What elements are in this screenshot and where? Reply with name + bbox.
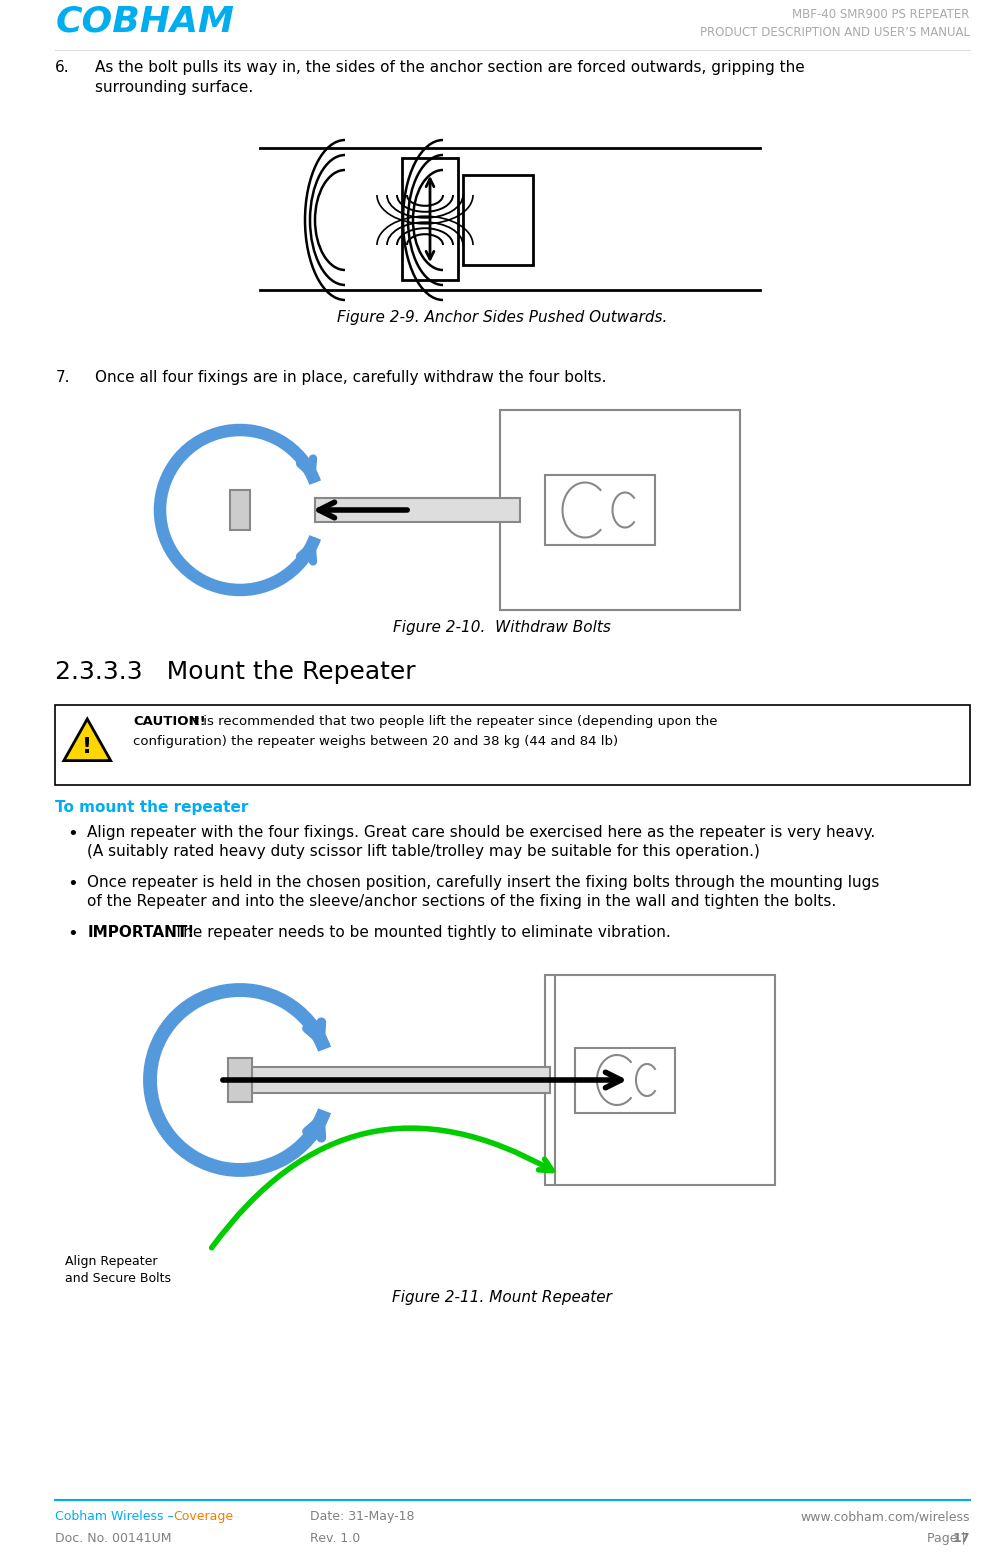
Text: Doc. No. 00141UM: Doc. No. 00141UM <box>55 1532 172 1545</box>
Text: 6.: 6. <box>55 59 70 75</box>
Bar <box>250 1067 550 1093</box>
FancyArrowPatch shape <box>212 1128 552 1248</box>
Text: www.cobham.com/wireless: www.cobham.com/wireless <box>800 1510 970 1523</box>
Bar <box>402 158 458 280</box>
Text: PRODUCT DESCRIPTION AND USER’S MANUAL: PRODUCT DESCRIPTION AND USER’S MANUAL <box>699 27 970 39</box>
Text: IMPORTANT!: IMPORTANT! <box>87 925 195 940</box>
Bar <box>545 975 775 1186</box>
Text: MBF-40 SMR900 PS REPEATER: MBF-40 SMR900 PS REPEATER <box>793 8 970 20</box>
Text: It is recommended that two people lift the repeater since (depending upon the: It is recommended that two people lift t… <box>190 715 718 728</box>
Bar <box>500 409 740 611</box>
Text: Coverage: Coverage <box>173 1510 233 1523</box>
Text: 2.3.3.3   Mount the Repeater: 2.3.3.3 Mount the Repeater <box>55 661 416 684</box>
Text: Date: 31-May-18: Date: 31-May-18 <box>310 1510 414 1523</box>
Text: Cobham Wireless –: Cobham Wireless – <box>55 1510 178 1523</box>
Text: and Secure Bolts: and Secure Bolts <box>65 1271 171 1286</box>
Text: Figure 2-10.  Withdraw Bolts: Figure 2-10. Withdraw Bolts <box>393 620 611 636</box>
Text: Rev. 1.0: Rev. 1.0 <box>310 1532 360 1545</box>
Text: Figure 2-11. Mount Repeater: Figure 2-11. Mount Repeater <box>392 1290 612 1304</box>
Text: configuration) the repeater weighs between 20 and 38 kg (44 and 84 lb): configuration) the repeater weighs betwe… <box>134 736 618 748</box>
Text: As the bolt pulls its way in, the sides of the anchor section are forced outward: As the bolt pulls its way in, the sides … <box>95 59 805 75</box>
Bar <box>228 1057 252 1103</box>
Text: The repeater needs to be mounted tightly to eliminate vibration.: The repeater needs to be mounted tightly… <box>169 925 671 940</box>
Text: Once repeater is held in the chosen position, carefully insert the fixing bolts : Once repeater is held in the chosen posi… <box>87 875 879 890</box>
Text: •: • <box>67 875 78 893</box>
Text: Align Repeater: Align Repeater <box>65 1254 158 1268</box>
Bar <box>315 498 520 522</box>
Text: •: • <box>67 825 78 843</box>
Bar <box>230 490 250 530</box>
Polygon shape <box>64 719 111 761</box>
Text: 17: 17 <box>953 1532 970 1545</box>
Text: •: • <box>67 925 78 943</box>
Bar <box>55 704 970 786</box>
Text: COBHAM: COBHAM <box>55 5 234 39</box>
Bar <box>463 175 533 266</box>
Text: Page |: Page | <box>927 1532 970 1545</box>
Bar <box>575 1048 675 1112</box>
Text: Once all four fixings are in place, carefully withdraw the four bolts.: Once all four fixings are in place, care… <box>95 370 607 384</box>
Text: (A suitably rated heavy duty scissor lift table/trolley may be suitable for this: (A suitably rated heavy duty scissor lif… <box>87 843 760 859</box>
Text: To mount the repeater: To mount the repeater <box>55 800 248 815</box>
Text: !: ! <box>82 737 92 758</box>
Bar <box>545 475 655 545</box>
Text: of the Repeater and into the sleeve/anchor sections of the fixing in the wall an: of the Repeater and into the sleeve/anch… <box>87 893 836 909</box>
Text: Align repeater with the four fixings. Great care should be exercised here as the: Align repeater with the four fixings. Gr… <box>87 825 875 840</box>
Text: CAUTION!: CAUTION! <box>134 715 206 728</box>
Text: surrounding surface.: surrounding surface. <box>95 80 253 95</box>
Text: 7.: 7. <box>55 370 69 384</box>
Text: Figure 2-9. Anchor Sides Pushed Outwards.: Figure 2-9. Anchor Sides Pushed Outwards… <box>337 309 667 325</box>
